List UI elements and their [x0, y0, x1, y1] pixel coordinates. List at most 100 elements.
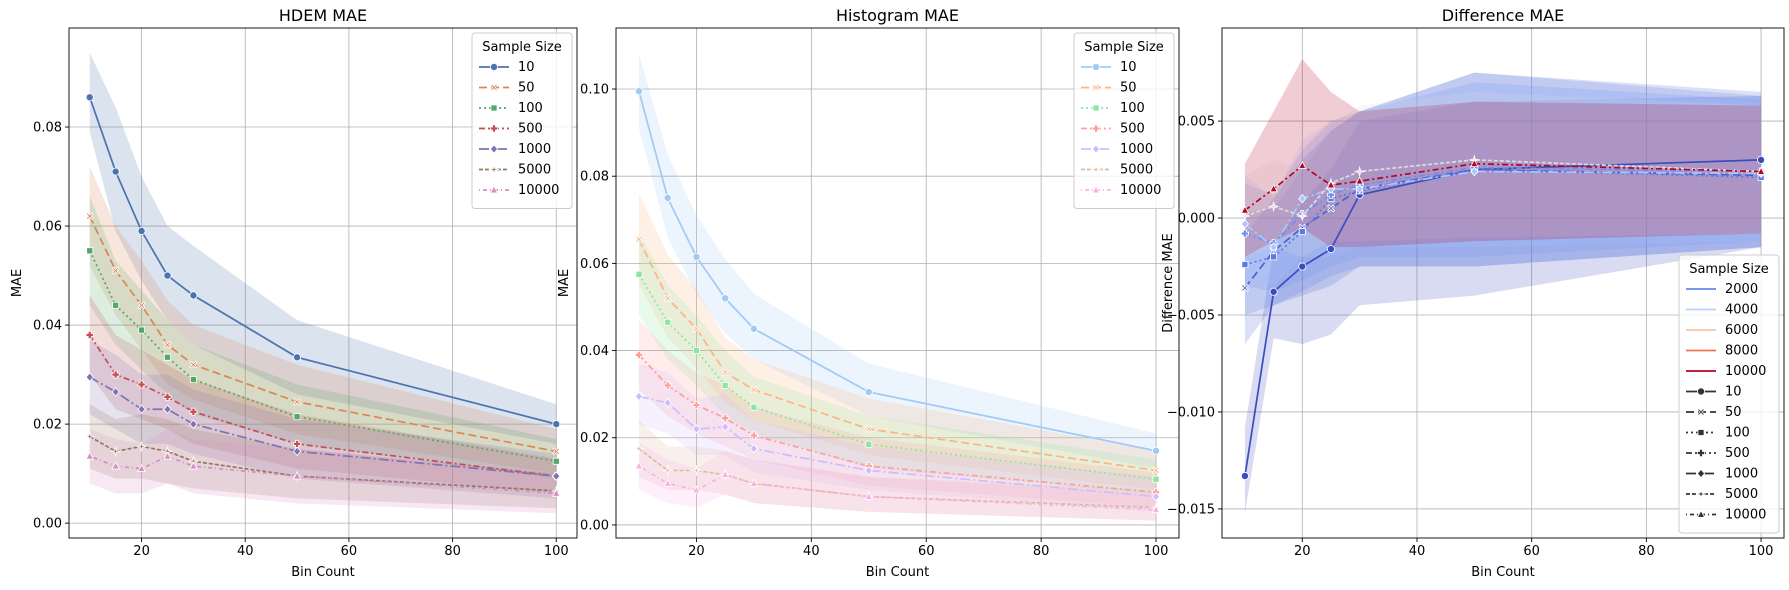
data-point: [1470, 158, 1479, 168]
legend-marker: [489, 63, 499, 71]
data-point: [1757, 155, 1766, 164]
data-point: [1269, 242, 1278, 252]
data-point: [749, 443, 759, 454]
legend-label: 10000: [1120, 183, 1161, 198]
data-point: [293, 353, 302, 362]
confidence-band-100: [89, 196, 557, 479]
data-point: [1326, 245, 1335, 254]
confidence-band-5000: [1244, 91, 1762, 257]
data-point: [749, 385, 758, 394]
data-point: [137, 380, 146, 389]
legend-marker: [1090, 163, 1102, 176]
data-point: [293, 397, 302, 406]
legend-marker: [1092, 83, 1100, 92]
data-point: [1269, 287, 1278, 296]
legend-label: 10: [518, 60, 535, 75]
legend: Sample Size 10 50 100 500 1000 5000 10000: [471, 32, 573, 209]
data-point: [1269, 184, 1278, 193]
legend-box: [1073, 32, 1175, 209]
y-tick-label: 0.10: [580, 83, 609, 98]
confidence-band-10000: [1244, 59, 1762, 257]
data-point: [692, 401, 701, 410]
x-tick-label: 20: [1294, 544, 1311, 559]
confidence-band-10000: [638, 442, 1157, 521]
legend-entry: 5000: [1081, 163, 1153, 178]
chart-difference-mae: 20 40 60 80 100 −0.015 −0.010 −0.005 0.000 0.005 D…: [1161, 6, 1785, 580]
data-point: [661, 464, 674, 477]
legend-title: Sample Size: [1084, 40, 1164, 55]
x-tick-label: 80: [444, 544, 461, 559]
data-point: [864, 387, 873, 396]
legend-marker: [489, 185, 499, 194]
data-point: [1239, 210, 1251, 223]
legend-entry: 500: [1686, 446, 1750, 461]
data-point: [164, 353, 171, 361]
legend-label: 10000: [518, 183, 559, 198]
data-point: [85, 212, 94, 221]
legend-entry: 50: [1081, 81, 1137, 96]
legend-label: 5000: [1120, 163, 1153, 178]
data-point: [85, 93, 94, 102]
data-point: [293, 439, 302, 448]
data-point: [552, 457, 560, 465]
x-tick-label: 40: [803, 544, 820, 559]
legend-label: 1000: [1120, 142, 1153, 157]
y-tick-label: −0.010: [1167, 405, 1215, 420]
data-point: [634, 350, 643, 359]
series-10000: [634, 461, 1161, 513]
legend-label: 10000: [1725, 364, 1766, 379]
legend-label: 500: [1120, 122, 1145, 137]
data-point: [635, 270, 643, 278]
data-point: [163, 340, 172, 349]
x-tick-label: 100: [1144, 544, 1169, 559]
legend-marker: [490, 104, 498, 112]
legend-entry: 10: [1081, 60, 1137, 75]
legend-marker: [1696, 468, 1706, 479]
chart-title: HDEM MAE: [279, 6, 367, 25]
data-point: [692, 424, 701, 434]
chart-title: Difference MAE: [1442, 6, 1564, 25]
legend-entry: 10000: [1686, 364, 1766, 379]
confidence-band-50: [638, 193, 1157, 491]
legend-label: 8000: [1725, 344, 1758, 359]
x-tick-label: 60: [341, 544, 358, 559]
series-1000: [634, 391, 1161, 502]
y-axis-label: MAE: [557, 269, 572, 297]
chart-title: Histogram MAE: [836, 6, 959, 25]
y-tick-label: 0.06: [580, 257, 609, 272]
data-point: [163, 271, 172, 280]
confidence-band-10: [89, 52, 557, 444]
data-point: [552, 420, 561, 429]
y-tick-label: 0.00: [33, 517, 62, 532]
x-tick-label: 60: [918, 544, 935, 559]
data-point: [750, 403, 758, 411]
legend-marker: [1091, 144, 1101, 154]
data-point: [1353, 165, 1366, 178]
confidence-band-10: [638, 54, 1157, 469]
y-tick-label: 0.000: [1178, 212, 1215, 227]
y-tick-label: −0.015: [1167, 502, 1215, 517]
legend-label: 10000: [1725, 508, 1766, 523]
series-10: [634, 87, 1161, 455]
y-tick-label: 0.06: [33, 220, 62, 235]
confidence-band-50: [1244, 72, 1762, 345]
series-100: [635, 270, 1160, 483]
data-point: [864, 425, 873, 434]
data-point: [135, 440, 148, 453]
legend-entry: 1000: [479, 142, 551, 157]
data-point: [1240, 229, 1249, 238]
data-point: [1152, 466, 1161, 475]
legend-label: 6000: [1725, 323, 1758, 338]
legend-entry: 2000: [1686, 282, 1758, 297]
data-point: [189, 407, 198, 416]
x-tick-label: 40: [1409, 544, 1426, 559]
legend-marker: [1091, 63, 1101, 71]
data-point: [1326, 204, 1335, 213]
legend-entry: 5000: [479, 163, 551, 178]
legend-label: 5000: [518, 163, 551, 178]
data-point: [1298, 228, 1306, 236]
confidence-band-1000: [638, 363, 1157, 512]
data-point: [189, 419, 198, 429]
